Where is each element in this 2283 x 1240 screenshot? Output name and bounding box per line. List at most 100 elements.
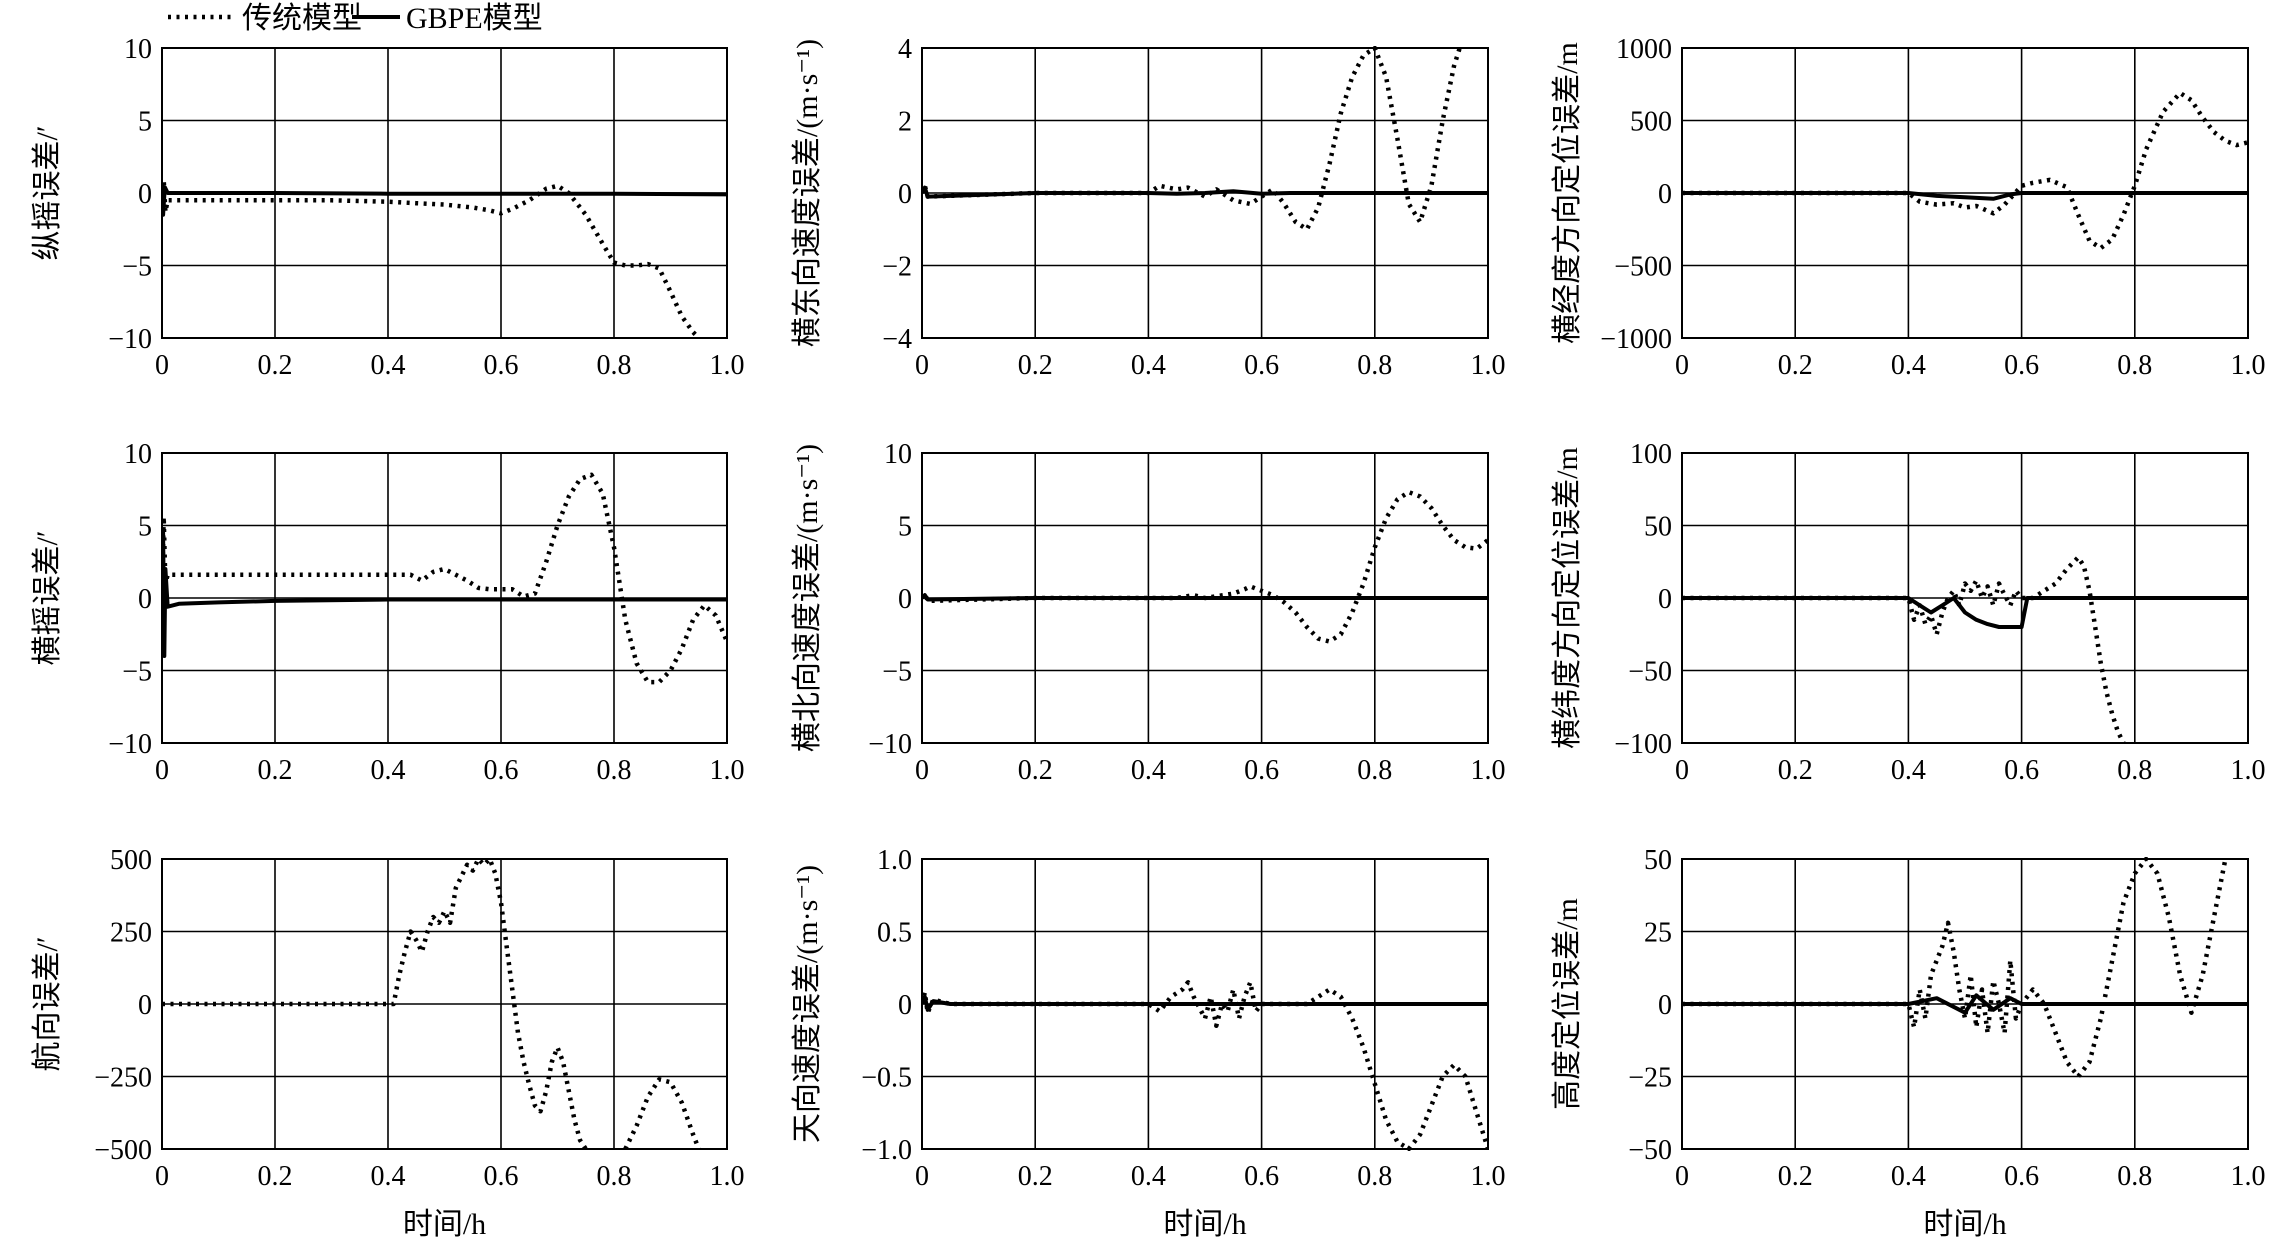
y-tick-label: 0	[1658, 179, 1672, 210]
chart-panel-8: 0 0.2 0.4 0.6 0.8 1.0 1.0 0.5 0 −0.5 −1.0 天向速度误差/(m…	[791, 845, 1506, 1240]
plot-area	[162, 857, 701, 1151]
y-tick-label: 10	[124, 34, 152, 65]
x-tick-label: 0.2	[1778, 1161, 1813, 1192]
y-axis-label: 横纬度方向定位误差/m	[1551, 447, 1584, 749]
y-axis-label: 横摇误差/′	[31, 531, 64, 666]
x-tick-label: 0.4	[371, 350, 406, 381]
x-tick-label: 0	[155, 350, 169, 381]
x-tick-label: 0	[1675, 1161, 1689, 1192]
chart-panel-9: 0 0.2 0.4 0.6 0.8 1.0 50 25 0 −25 −50 高度定位误差/m 时间/h	[1551, 845, 2266, 1240]
plot-area	[922, 489, 1488, 644]
series-line-traditional	[1682, 555, 2126, 744]
plot-area	[162, 177, 727, 340]
y-axis-label: 天向速度误差/(m·s⁻¹)	[791, 865, 824, 1143]
y-axis-label: 横北向速度误差/(m·s⁻¹)	[791, 444, 824, 752]
y-tick-label: 0	[1658, 584, 1672, 615]
chart-panel-4: 0 0.2 0.4 0.6 0.8 1.0 10 5 0 −5 −10 横摇误差/′	[31, 439, 745, 786]
y-tick-label: −1.0	[861, 1135, 912, 1166]
x-tick-label: 0.4	[1131, 1161, 1166, 1192]
y-tick-label: 25	[1644, 918, 1672, 949]
series-line-gbpe	[922, 185, 1488, 199]
y-tick-label: −500	[1614, 252, 1672, 283]
y-tick-label: −1000	[1600, 324, 1672, 355]
plot-frame	[1681, 452, 2249, 744]
y-tick-label: 1000	[1616, 34, 1672, 65]
series-line-gbpe	[1682, 596, 2248, 629]
x-tick-label: 0	[915, 1161, 929, 1192]
x-tick-label: 0.6	[484, 350, 519, 381]
y-tick-label: 50	[1644, 845, 1672, 876]
series-line-traditional	[922, 46, 1462, 232]
y-tick-label: −10	[108, 324, 152, 355]
plot-area	[1682, 90, 2248, 251]
x-axis-label: 时间/h	[1923, 1208, 2006, 1240]
y-axis-label: 纵摇误差/′	[31, 126, 64, 261]
y-tick-label: −50	[1628, 657, 1672, 688]
plot-area	[922, 980, 1488, 1151]
y-tick-label: 1.0	[877, 845, 912, 876]
x-tick-label: 0.8	[597, 350, 632, 381]
x-tick-label: 0.4	[1131, 350, 1166, 381]
series-line-traditional	[162, 857, 588, 1151]
chart-panel-1: 0 0.2 0.4 0.6 0.8 1.0 10 5 0 −5 −10 纵摇误差/′	[31, 34, 745, 381]
plot-area	[162, 472, 727, 685]
y-axis-label: 高度定位误差/m	[1551, 898, 1584, 1110]
y-tick-label: 0	[138, 179, 152, 210]
x-tick-label: 0.2	[1018, 350, 1053, 381]
chart-panel-7: 0 0.2 0.4 0.6 0.8 1.0 500 250 0 −250 −500 航向误差/′ 时间/…	[31, 845, 745, 1240]
chart-panel-5: 0 0.2 0.4 0.6 0.8 1.0 10 5 0 −5 −10 横北向速度误差/(m·s⁻¹)	[791, 439, 1506, 786]
x-tick-label: 0	[915, 350, 929, 381]
plot-frame	[921, 452, 1489, 744]
series-line-gbpe	[922, 593, 1488, 602]
x-tick-label: 0.8	[597, 1161, 632, 1192]
y-tick-label: 100	[1630, 439, 1672, 470]
x-tick-label: 1.0	[1471, 755, 1506, 786]
x-tick-label: 0.8	[1357, 755, 1392, 786]
x-axis-label: 时间/h	[403, 1208, 486, 1240]
x-tick-label: 0.8	[1357, 350, 1392, 381]
y-tick-label: −5	[122, 252, 152, 283]
x-tick-label: 0.4	[1891, 1161, 1926, 1192]
x-tick-label: 0.6	[1244, 1161, 1279, 1192]
x-tick-label: 1.0	[1471, 1161, 1506, 1192]
x-tick-label: 0	[155, 1161, 169, 1192]
y-tick-label: 10	[884, 439, 912, 470]
y-tick-label: 0	[138, 990, 152, 1021]
x-axis-label: 时间/h	[1163, 1208, 1246, 1240]
y-tick-label: 0.5	[877, 918, 912, 949]
x-tick-label: 0.4	[1891, 755, 1926, 786]
series-line-gbpe	[922, 994, 1488, 1012]
x-tick-label: 0.6	[484, 1161, 519, 1192]
x-tick-label: 0.6	[2004, 1161, 2039, 1192]
x-tick-label: 0.2	[1018, 755, 1053, 786]
y-tick-label: −4	[882, 324, 912, 355]
y-tick-label: −500	[94, 1135, 152, 1166]
series-line-traditional	[162, 177, 701, 340]
plot-frame	[1681, 47, 2249, 339]
x-tick-label: 1.0	[710, 350, 745, 381]
y-tick-label: 5	[138, 512, 152, 543]
legend: 传统模型 GBPE模型	[168, 2, 543, 35]
chart-panel-2: 0 0.2 0.4 0.6 0.8 1.0 4 2 0 −2 −4 横东向速度误差/(m·s⁻¹)	[791, 34, 1506, 381]
y-tick-label: −250	[94, 1063, 152, 1094]
x-tick-label: 0	[1675, 755, 1689, 786]
series-line-traditional	[922, 489, 1488, 644]
x-tick-label: 1.0	[1471, 350, 1506, 381]
y-tick-label: 10	[124, 439, 152, 470]
y-tick-label: 0	[898, 179, 912, 210]
y-tick-label: 500	[1630, 107, 1672, 138]
plot-area	[922, 46, 1488, 232]
series-line-traditional	[162, 472, 727, 685]
y-axis-label: 横经度方向定位误差/m	[1551, 42, 1584, 344]
x-tick-label: 0.8	[597, 755, 632, 786]
y-tick-label: 50	[1644, 512, 1672, 543]
series-line-gbpe	[162, 530, 727, 658]
plot-area	[1682, 857, 2248, 1079]
x-tick-label: 0.4	[371, 1161, 406, 1192]
y-tick-label: 2	[898, 107, 912, 138]
series-line-gbpe	[1682, 993, 2248, 1015]
x-tick-label: 1.0	[710, 755, 745, 786]
y-tick-label: −10	[108, 729, 152, 760]
x-tick-label: 0	[1675, 350, 1689, 381]
